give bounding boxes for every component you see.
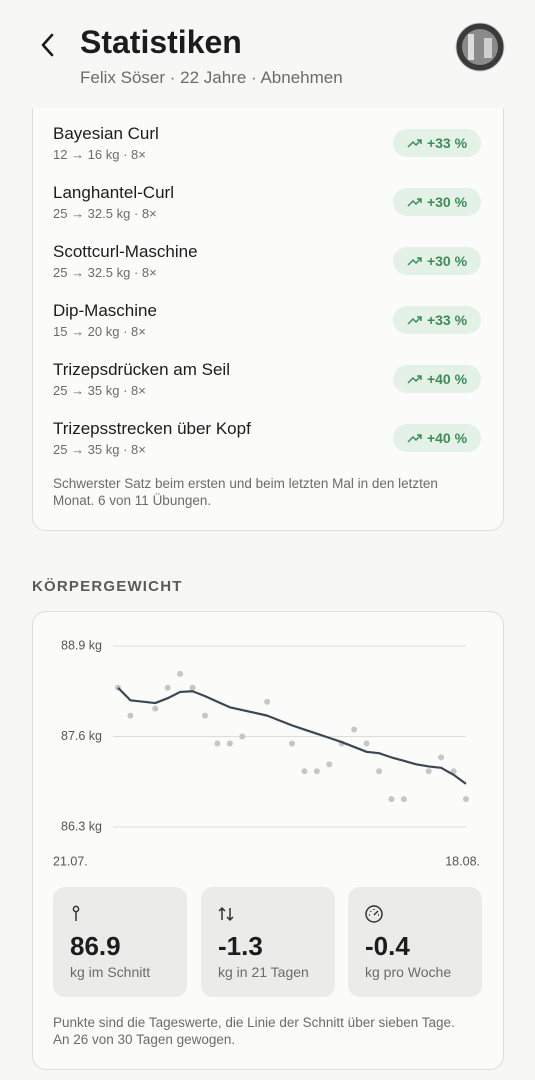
data-point (388, 796, 395, 803)
y-tick-label: 87.6 kg (61, 729, 102, 743)
trend-icon (407, 434, 422, 443)
stat-value: -0.4 (365, 931, 410, 961)
stat-label: kg pro Woche (365, 964, 452, 980)
change-value: +40 % (426, 430, 468, 446)
data-point (177, 670, 184, 677)
stat-label: kg in 21 Tagen (218, 964, 309, 980)
exercise-name: Scottcurl-Maschine (53, 242, 198, 261)
gauge-icon (365, 905, 383, 923)
data-point (127, 712, 134, 719)
exercise-detail: 12 → 16 kg · 8× (53, 147, 146, 162)
data-point (400, 796, 407, 803)
page-title: Statistiken (80, 24, 242, 60)
weight-chart: 88.9 kg 87.6 kg 86.3 kg 21.07. 18.08. (53, 638, 480, 868)
y-tick-label: 88.9 kg (61, 638, 102, 652)
data-point (202, 712, 208, 719)
change-badge: +40 % (393, 365, 481, 393)
exercise-note: Schwerster Satz beim ersten und beim let… (53, 476, 438, 508)
data-point (463, 796, 469, 803)
change-value: +30 % (426, 194, 468, 210)
trend-icon (407, 257, 422, 266)
trend-icon (407, 198, 422, 207)
change-badge: +30 % (393, 188, 481, 216)
stat-card: 86.9 kg im Schnitt (53, 887, 187, 997)
data-point (438, 754, 445, 761)
data-point (363, 740, 370, 747)
data-point (351, 726, 358, 733)
chart-note: Punkte sind die Tageswerte, die Linie de… (53, 1015, 455, 1047)
exercise-name: Bayesian Curl (53, 124, 159, 143)
data-point (376, 768, 382, 775)
page-subtitle: Felix Söser · 22 Jahre · Abnehmen (80, 68, 343, 87)
pin-icon (72, 905, 80, 921)
exercise-name: Dip-Maschine (53, 301, 157, 320)
x-tick-label: 18.08. (445, 854, 480, 868)
change-badge: +33 % (393, 129, 481, 157)
data-point (226, 740, 233, 747)
data-point (425, 768, 432, 775)
average-line (117, 686, 467, 785)
updown-icon (218, 906, 234, 922)
data-point (326, 761, 333, 768)
stat-card: -0.4 kg pro Woche (348, 887, 482, 997)
trend-icon (407, 316, 422, 325)
exercise-detail: 15 → 20 kg · 8× (53, 324, 146, 339)
trend-icon (407, 139, 422, 148)
exercise-name: Trizepsstrecken über Kopf (53, 419, 251, 438)
data-point (239, 733, 246, 740)
data-point (313, 768, 320, 775)
avatar[interactable] (455, 22, 505, 72)
stat-card: -1.3 kg in 21 Tagen (201, 887, 335, 997)
exercise-detail: 25 → 32.5 kg · 8× (53, 265, 157, 280)
data-point (152, 705, 159, 712)
change-value: +33 % (426, 312, 468, 328)
back-button[interactable] (38, 32, 58, 58)
data-point (301, 768, 308, 775)
exercise-name: Langhantel-Curl (53, 183, 174, 202)
change-badge: +30 % (393, 247, 481, 275)
section-title: KÖRPERGEWICHT (32, 578, 183, 595)
data-point (214, 740, 221, 747)
exercise-name: Trizepsdrücken am Seil (53, 360, 230, 379)
stat-label: kg im Schnitt (70, 964, 151, 980)
exercise-detail: 25 → 35 kg · 8× (53, 442, 146, 457)
data-point (164, 684, 171, 691)
change-value: +30 % (426, 253, 468, 269)
header: Statistiken Felix Söser · 22 Jahre · Abn… (0, 0, 535, 108)
change-badge: +40 % (393, 424, 481, 452)
y-tick-label: 86.3 kg (61, 819, 102, 833)
data-point (189, 684, 196, 691)
exercise-detail: 25 → 32.5 kg · 8× (53, 206, 157, 221)
exercise-detail: 25 → 35 kg · 8× (53, 383, 146, 398)
change-value: +40 % (426, 371, 468, 387)
stat-value: -1.3 (218, 931, 263, 961)
trend-icon (407, 375, 422, 384)
change-badge: +33 % (393, 306, 481, 334)
change-value: +33 % (426, 135, 468, 151)
data-point (289, 740, 295, 747)
stat-value: 86.9 (70, 931, 121, 961)
x-tick-label: 21.07. (53, 854, 88, 868)
data-point (264, 698, 271, 705)
